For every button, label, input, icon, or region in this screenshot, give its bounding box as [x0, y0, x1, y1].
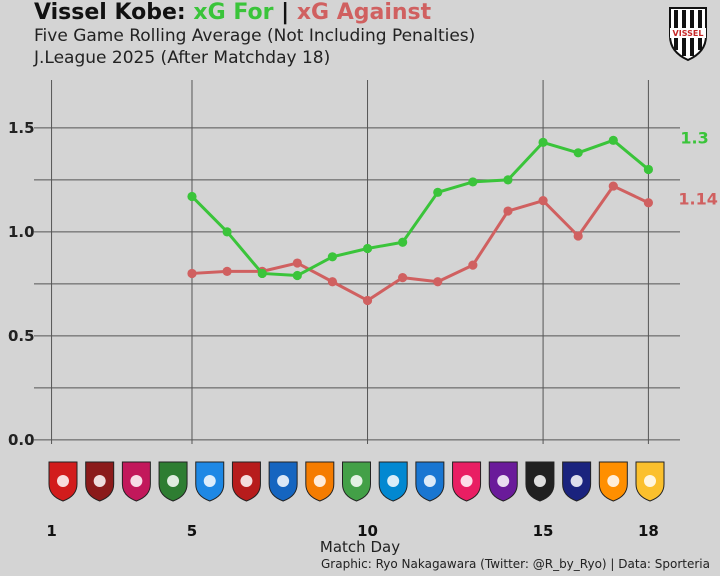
badge-emblem: [423, 475, 436, 487]
y-tick-label: 0.0: [8, 431, 35, 449]
badge-emblem: [607, 475, 620, 487]
data-point: [608, 135, 618, 145]
chart-title: Vissel Kobe: xG For | xG Against: [34, 0, 431, 25]
crest-antler-icon: [231, 461, 261, 502]
crest-marinos-icon: [562, 461, 592, 502]
credit-text: Graphic: Ryo Nakagawara (Twitter: @R_by_…: [320, 557, 710, 571]
y-tick-label: 1.0: [8, 223, 35, 241]
data-point: [468, 177, 478, 187]
badge-emblem: [167, 475, 180, 487]
data-point: [433, 187, 443, 197]
x-tick-label: 18: [638, 522, 659, 540]
badge-emblem: [460, 475, 473, 487]
badge-emblem: [533, 475, 546, 487]
crest-tokyo-verdy-icon: [342, 461, 371, 502]
x-tick-label: 5: [187, 522, 197, 540]
badge-emblem: [313, 475, 326, 487]
badge-emblem: [57, 475, 69, 487]
subtitle-season: J.League 2025 (After Matchday 18): [34, 48, 331, 68]
badge-emblem: [350, 475, 363, 487]
badge-emblem: [203, 475, 216, 487]
title-separator: |: [281, 0, 290, 25]
crest-gamba-icon: [525, 461, 555, 502]
end-value-label: 1.3: [680, 128, 708, 147]
data-point: [433, 277, 443, 287]
crest-cerezo-icon: [452, 461, 482, 502]
x-tick-label: 15: [533, 522, 554, 540]
data-point: [643, 198, 654, 208]
data-point: [257, 268, 267, 279]
series-line: [191, 184, 650, 302]
series-lines: [187, 135, 654, 306]
data-point: [362, 243, 373, 254]
crest-orange-blue-icon: [305, 461, 335, 502]
title-team: Vissel Kobe:: [34, 0, 186, 25]
x-axis-ticks: 1 5 10 15 18: [46, 522, 659, 540]
data-point: [608, 181, 618, 191]
vissel-logo-icon: VISSEL: [666, 6, 710, 62]
data-point: [573, 231, 583, 241]
crest-green-icon: [158, 461, 188, 502]
data-point: [573, 148, 583, 158]
data-point: [187, 191, 197, 202]
crest-maroon-icon: [85, 461, 115, 502]
badge-emblem: [497, 475, 510, 487]
data-point: [327, 252, 338, 262]
y-axis-ticks: 0.0 0.5 1.0 1.5: [8, 119, 35, 449]
crest-pink-icon: [121, 461, 151, 502]
end-labels: 1.14 1.3: [678, 128, 717, 208]
data-point: [538, 196, 548, 206]
data-point: [362, 295, 373, 306]
crest-frontale-icon: [378, 461, 408, 502]
logo-text: VISSEL: [673, 29, 704, 38]
end-value-label: 1.14: [678, 190, 717, 209]
crest-machida-icon: [415, 461, 445, 502]
crest-red-icon: [48, 461, 78, 502]
crest-s-pulse-icon: [598, 461, 628, 502]
crest-kashiwa-icon: [635, 461, 665, 502]
data-point: [538, 137, 548, 147]
data-point: [187, 268, 197, 279]
grid-lines: [34, 80, 680, 444]
data-point: [398, 273, 408, 283]
badge-emblem: [240, 475, 253, 487]
data-point: [643, 164, 654, 175]
x-tick-label: 1: [46, 522, 56, 540]
series-line: [190, 138, 650, 278]
title-xg-for: xG For: [193, 0, 274, 25]
badge-emblem: [93, 475, 106, 487]
data-point: [292, 258, 302, 268]
crest-yokohama-icon: [268, 461, 298, 502]
y-tick-label: 1.5: [8, 119, 35, 137]
y-tick-label: 0.5: [8, 327, 35, 345]
opponent-badges: [48, 461, 665, 502]
data-point: [468, 260, 478, 270]
data-point: [327, 277, 338, 287]
subtitle-rolling: Five Game Rolling Average (Not Including…: [34, 26, 476, 46]
badge-emblem: [277, 475, 290, 487]
data-point: [222, 227, 232, 237]
badge-emblem: [130, 475, 143, 487]
x-tick-label: 10: [357, 522, 378, 540]
badge-emblem: [387, 475, 400, 487]
badge-emblem: [570, 475, 583, 487]
data-point: [398, 237, 408, 247]
x-axis-label: Match Day: [319, 538, 401, 556]
crest-sanfrecce-icon: [488, 461, 518, 502]
title-xg-against: xG Against: [296, 0, 432, 25]
crest-blue-green-icon: [195, 461, 225, 502]
data-point: [292, 270, 302, 281]
data-point: [222, 266, 232, 276]
badge-emblem: [644, 475, 656, 487]
data-point: [503, 206, 513, 216]
data-point: [503, 175, 513, 185]
